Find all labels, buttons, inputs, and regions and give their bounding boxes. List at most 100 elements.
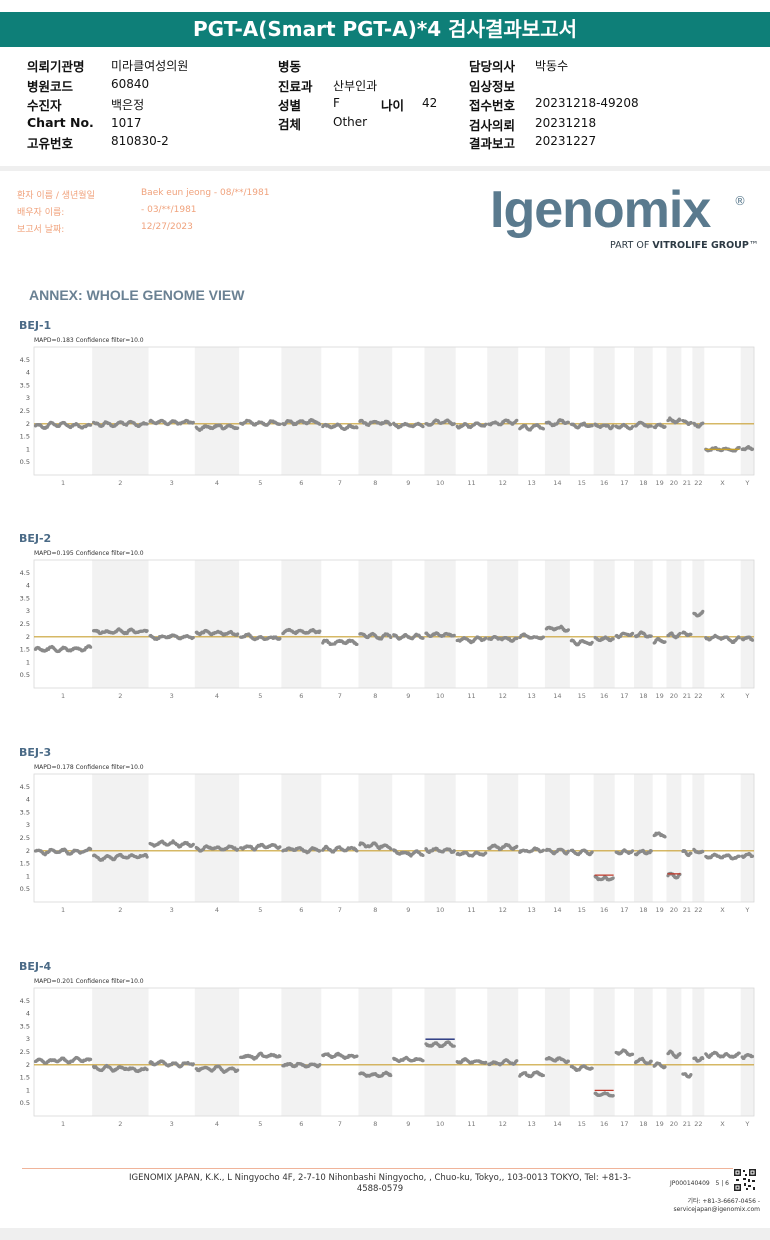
mapd-text-4: MAPD=0.201 Confidence filter=10.0 (34, 978, 144, 985)
x-tick-label: 19 (655, 479, 663, 487)
copy-number-point (89, 1057, 93, 1061)
plot-frame (33, 346, 755, 476)
x-tick-label: 10 (436, 479, 444, 487)
x-tick-label: 21 (683, 692, 691, 700)
y-tick-label: 4.5 (20, 783, 30, 791)
copy-number-point (191, 635, 195, 640)
segment-chr-20 (666, 1049, 682, 1059)
info-label-ward: 병동 (278, 59, 302, 74)
copy-number-point (278, 636, 282, 641)
x-tick-label: 2 (118, 906, 122, 914)
chromosome-band-8 (358, 988, 393, 1116)
x-tick-label: 3 (170, 479, 174, 487)
segment-chr-11 (455, 1057, 488, 1065)
segment-chr-15 (569, 1064, 594, 1073)
chromosome-band-12 (487, 560, 519, 688)
segment-chr-22 (692, 609, 705, 618)
segment-chr-17 (614, 1048, 635, 1057)
segment-chr-8 (358, 418, 393, 427)
chromosome-band-Y (740, 774, 754, 902)
segment-chr-8 (358, 841, 393, 851)
chromosome-band-12 (487, 774, 519, 902)
segment-chr-4 (194, 423, 240, 432)
chromosome-band-18 (634, 988, 653, 1116)
x-tick-label: 12 (499, 906, 507, 914)
x-tick-label: 21 (683, 1120, 691, 1128)
segment-chr-7 (321, 422, 359, 431)
segment-chr-10 (424, 846, 456, 855)
segment-chr-19 (652, 1061, 667, 1070)
x-tick-label: 7 (338, 1120, 342, 1128)
x-tick-label: 2 (118, 692, 122, 700)
y-tick-label: 3.5 (20, 808, 30, 816)
annex-title: ANNEX: WHOLE GENOME VIEW (29, 287, 245, 303)
report-title: PGT-A(Smart PGT-A)*4 검사결과보고서 (0, 12, 770, 47)
x-tick-label: 12 (499, 692, 507, 700)
copy-number-point (649, 634, 653, 638)
chromosome-band-6 (281, 560, 322, 688)
x-tick-label: 14 (553, 1120, 561, 1128)
x-tick-label: 17 (620, 692, 628, 700)
copy-number-point (355, 1054, 359, 1058)
copy-number-point (701, 421, 705, 425)
x-tick-label: 6 (299, 906, 303, 914)
x-tick-label: 14 (553, 479, 561, 487)
y-tick-label: 4.5 (20, 569, 30, 577)
segment-chr-12 (487, 418, 519, 427)
segment-chr-11 (455, 421, 488, 430)
y-tick-label: 2 (26, 847, 30, 855)
chromosome-band-12 (487, 988, 519, 1116)
x-tick-label: 6 (299, 479, 303, 487)
segment-chr-21 (681, 630, 693, 638)
x-tick-label: 7 (338, 906, 342, 914)
info-value-institution: 미라클여성의원 (111, 59, 189, 73)
copy-number-point (737, 854, 741, 858)
qr-code-icon (733, 1168, 757, 1192)
copy-number-point (236, 426, 240, 430)
segment-chr-20 (666, 416, 682, 425)
info-value-age: 42 (422, 96, 438, 110)
x-tick-label: 13 (527, 1120, 535, 1128)
copy-number-point (611, 637, 615, 641)
segment-chr-1 (33, 644, 93, 654)
bottom-band (0, 1228, 770, 1240)
x-tick-label: 15 (578, 479, 586, 487)
genome-chart-bej-2: 0.511.522.533.544.51 2 3 4 5 6 7 8 9 10 11 12 13 14 15… (20, 559, 755, 700)
x-tick-label: 19 (655, 692, 663, 700)
chromosome-band-6 (281, 347, 322, 475)
y-tick-label: 2.5 (20, 1048, 30, 1056)
copy-number-point (701, 609, 705, 613)
copy-number-point (750, 447, 755, 451)
chromosome-band-14 (544, 347, 570, 475)
segment-chr-22 (692, 847, 705, 855)
segment-chr-18 (633, 420, 653, 429)
y-tick-label: 3 (26, 607, 30, 615)
copy-number-point (678, 631, 682, 636)
segment-chr-16 (593, 1091, 615, 1098)
segment-chr-5 (239, 1051, 282, 1061)
copy-number-point (191, 842, 195, 846)
info-label-hospital-code: 병원코드 (27, 79, 74, 94)
chromosome-band-6 (281, 774, 322, 902)
x-tick-label: 9 (406, 1120, 410, 1128)
x-tick-label: 11 (467, 1120, 475, 1128)
x-tick-label: Y (744, 692, 749, 700)
segment-chr-14 (544, 418, 570, 428)
mapd-text-2: MAPD=0.195 Confidence filter=10.0 (34, 550, 144, 557)
info-value-receipt-no: 20231218-49208 (535, 96, 639, 110)
segment-chr-9 (392, 632, 425, 641)
x-tick-label: 3 (170, 906, 174, 914)
segment-chr-6 (281, 627, 322, 636)
x-tick-label: Y (744, 906, 749, 914)
copy-number-point (421, 1059, 425, 1063)
chromosome-band-22 (692, 774, 705, 902)
copy-number-point (541, 1073, 545, 1078)
segment-chr-18 (633, 848, 653, 857)
segment-chr-18 (633, 630, 653, 639)
segment-chr-19 (652, 422, 667, 430)
genome-chart-bej-3: 0.511.522.533.544.51 2 3 4 5 6 7 8 9 10 11 12 13 14 15… (20, 773, 755, 914)
segment-chr-6 (281, 846, 322, 855)
segment-chr-13 (518, 423, 545, 432)
copy-number-point (566, 849, 570, 853)
info-label-doctor: 담당의사 (469, 59, 516, 74)
